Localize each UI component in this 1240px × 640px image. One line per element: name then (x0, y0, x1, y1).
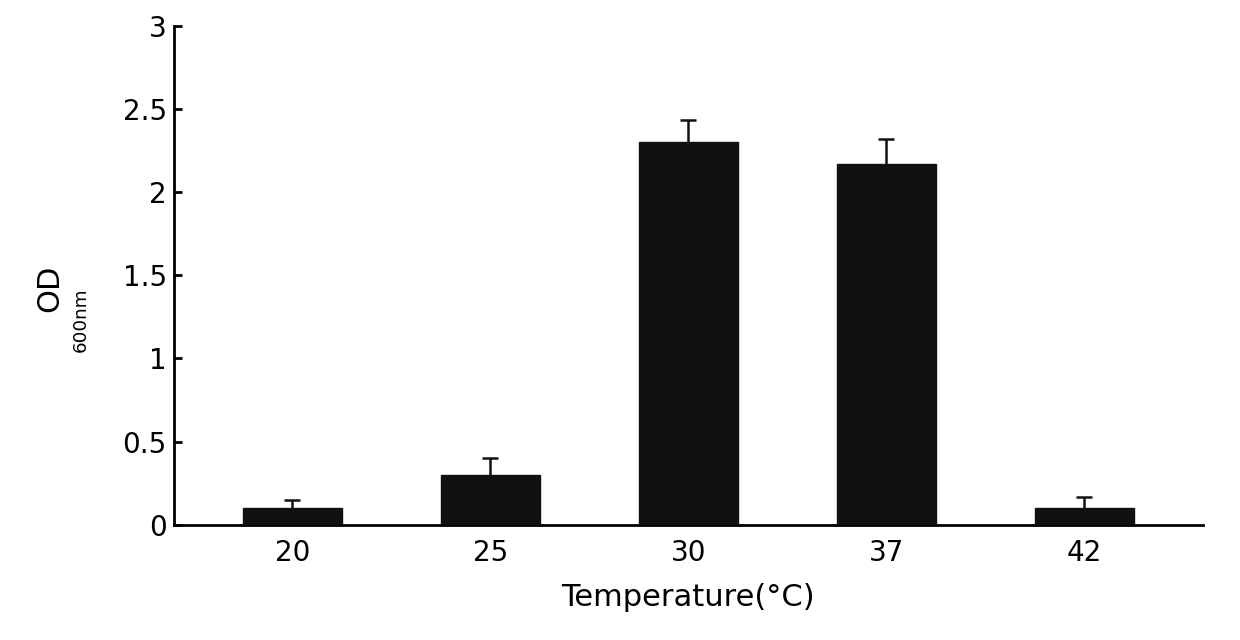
Bar (639, 142, 738, 525)
Text: OD: OD (35, 264, 64, 312)
Bar (837, 164, 936, 525)
Bar (243, 508, 342, 525)
Bar (440, 475, 539, 525)
X-axis label: Temperature(°C): Temperature(°C) (562, 583, 815, 612)
Text: 600nm: 600nm (72, 288, 89, 352)
Bar (1034, 508, 1133, 525)
